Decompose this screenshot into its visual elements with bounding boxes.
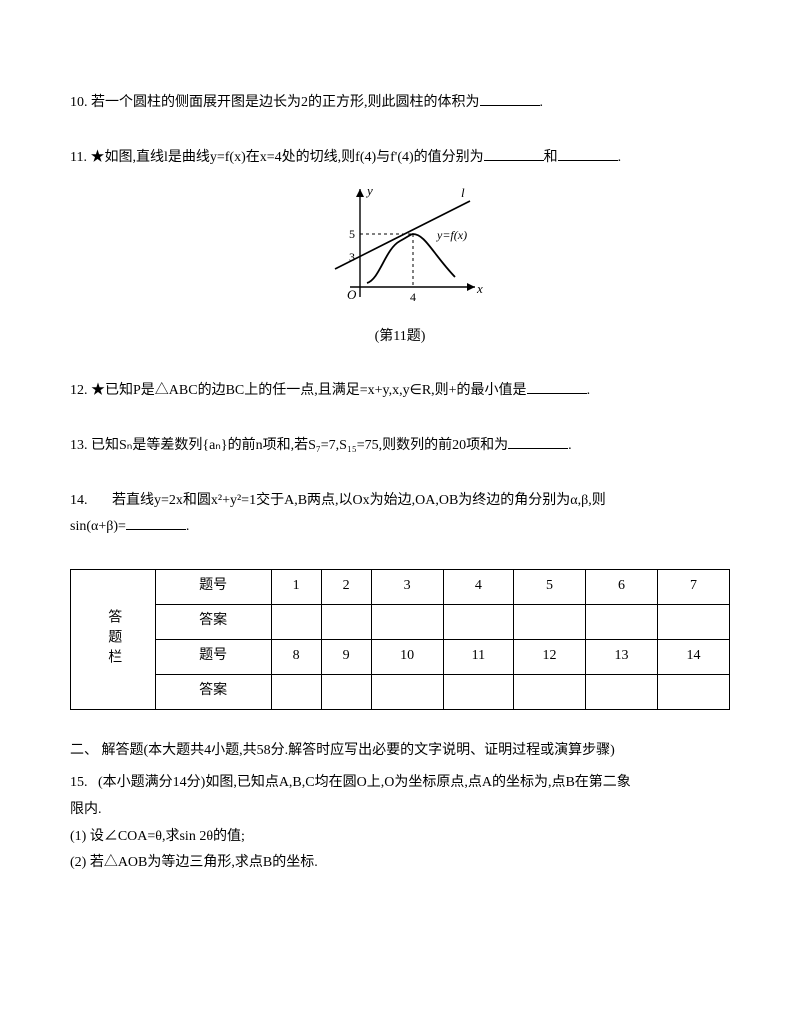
q11-blank-1 [484,146,544,161]
r2c4 [443,604,513,639]
q14-blank [126,515,186,530]
q11-blank-2 [558,146,618,161]
r3c3: 10 [371,639,443,674]
r1c6: 6 [585,569,657,604]
question-12: 12. ★已知P是△ABC的边BC上的任一点,且满足=x+y,x,y∈R,则+的… [70,378,730,405]
row3-label: 题号 [155,639,271,674]
q13-text-a: 已知Sₙ是等差数列{aₙ}的前n项和,若S₇=7,S₁₅=75,则数列的前20项… [91,438,508,453]
r1c5: 5 [514,569,586,604]
q13-end: . [568,438,572,453]
r1c2: 2 [321,569,371,604]
q12-num: 12. [70,383,88,398]
svg-text:x: x [476,281,483,296]
q14-line1: 若直线y=2x和圆x²+y²=1交于A,B两点,以Ox为始边,OA,OB为终边的… [112,493,606,508]
svg-text:3: 3 [349,250,355,264]
r3c1: 8 [271,639,321,674]
r3c4: 11 [443,639,513,674]
question-10: 10. 若一个圆柱的侧面展开图是边长为2的正方形,则此圆柱的体积为. [70,90,730,117]
q15-line1: (本小题满分14分)如图,已知点A,B,C均在圆O上,O为坐标原点,点A的坐标为… [98,775,631,790]
svg-text:l: l [461,185,465,200]
q10-num: 10. [70,95,88,110]
q11-figure: 3 5 4 O y x l y=f(x) [70,179,730,320]
r1c3: 3 [371,569,443,604]
q12-blank [527,379,587,394]
r2c3 [371,604,443,639]
row2-label: 答案 [155,604,271,639]
q13-num: 13. [70,438,88,453]
question-14: 14. 若直线y=2x和圆x²+y²=1交于A,B两点,以Ox为始边,OA,OB… [70,488,730,541]
r2c2 [321,604,371,639]
svg-text:4: 4 [410,290,416,304]
q10-end: . [540,95,544,110]
q12-end: . [587,383,591,398]
question-11: 11. ★如图,直线l是曲线y=f(x)在x=4处的切线,则f(4)与f'(4)… [70,145,730,351]
q15-sub2: (2) 若△AOB为等边三角形,求点B的坐标. [70,850,730,877]
q14-line2: sin(α+β)= [70,519,126,534]
svg-text:5: 5 [349,227,355,241]
r1c1: 1 [271,569,321,604]
r4c6 [585,674,657,709]
r4c1 [271,674,321,709]
q11-caption: (第11题) [70,324,730,351]
svg-text:O: O [347,287,357,302]
q10-text-a: 若一个圆柱的侧面展开图是边长为2的正方形,则此圆柱的体积为 [91,95,480,110]
r3c2: 9 [321,639,371,674]
q15-num: 15. [70,775,88,790]
q14-end: . [186,519,190,534]
q15-line2: 限内. [70,797,730,824]
r2c5 [514,604,586,639]
svg-text:y=f(x): y=f(x) [436,228,467,242]
question-15: 15. (本小题满分14分)如图,已知点A,B,C均在圆O上,O为坐标原点,点A… [70,770,730,876]
r2c7 [657,604,729,639]
r1c7: 7 [657,569,729,604]
r4c5 [514,674,586,709]
r2c6 [585,604,657,639]
r4c4 [443,674,513,709]
row1-label: 题号 [155,569,271,604]
svg-text:y: y [365,183,373,198]
q15-sub1: (1) 设∠COA=θ,求sin 2θ的值; [70,824,730,851]
r3c7: 14 [657,639,729,674]
q11-svg: 3 5 4 O y x l y=f(x) [305,179,495,309]
q11-mid: 和 [544,150,558,165]
q11-end: . [618,150,622,165]
r4c7 [657,674,729,709]
r3c5: 12 [514,639,586,674]
q14-num: 14. [70,493,88,508]
r3c6: 13 [585,639,657,674]
r1c4: 4 [443,569,513,604]
q10-blank [480,91,540,106]
q12-text-a: ★已知P是△ABC的边BC上的任一点,且满足=x+y,x,y∈R,则+的最小值是 [91,383,527,398]
answer-table: 答题栏 题号 1 2 3 4 5 6 7 答案 题号 8 9 10 11 12 … [70,569,730,710]
answer-table-sidebar: 答题栏 [71,569,156,709]
row4-label: 答案 [155,674,271,709]
r2c1 [271,604,321,639]
q11-text-a: ★如图,直线l是曲线y=f(x)在x=4处的切线,则f(4)与f'(4)的值分别… [90,150,483,165]
r4c3 [371,674,443,709]
q13-blank [508,434,568,449]
r4c2 [321,674,371,709]
q11-num: 11. [70,150,87,165]
question-13: 13. 已知Sₙ是等差数列{aₙ}的前n项和,若S₇=7,S₁₅=75,则数列的… [70,433,730,460]
section-2-heading: 二、 解答题(本大题共4小题,共58分.解答时应写出必要的文字说明、证明过程或演… [70,738,730,765]
